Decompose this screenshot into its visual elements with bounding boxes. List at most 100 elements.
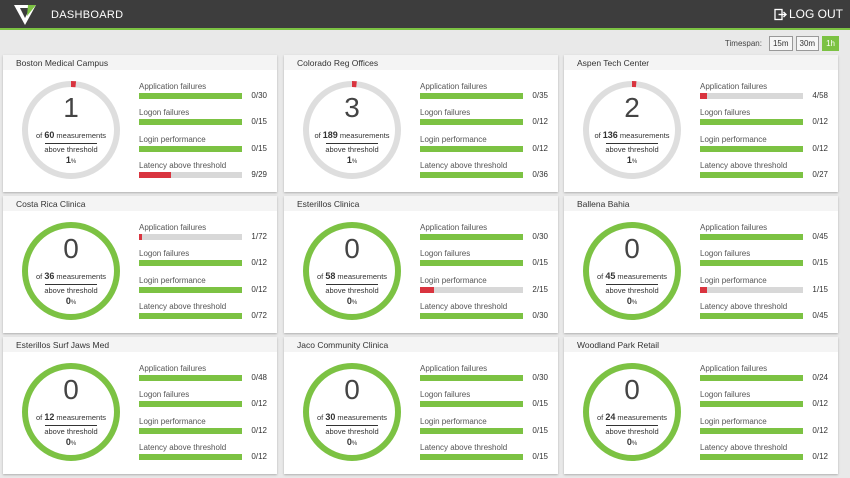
metric-label: Logon failures bbox=[420, 108, 471, 117]
measurements-count: 60 bbox=[44, 130, 55, 140]
metric-label: Logon failures bbox=[420, 249, 471, 258]
timespan-15m-button[interactable]: 15m bbox=[768, 36, 793, 51]
gauge-ring bbox=[303, 81, 401, 179]
site-name: Esterillos Surf Jaws Med bbox=[16, 340, 110, 350]
metric-bar-fill bbox=[139, 428, 242, 434]
metric-value: 0/15 bbox=[532, 399, 548, 408]
metric-bar-fill bbox=[420, 234, 523, 240]
metric-bar-fill bbox=[700, 119, 803, 125]
site-name: Woodland Park Retail bbox=[577, 340, 660, 350]
metric-bar bbox=[139, 119, 242, 125]
metric-value: 1/72 bbox=[251, 232, 267, 241]
metric-bar bbox=[420, 260, 523, 266]
metric-value: 0/15 bbox=[532, 426, 548, 435]
measurements-count: 58 bbox=[325, 271, 336, 281]
above-threshold-label: above threshold bbox=[44, 286, 98, 295]
percent-value: 0% bbox=[582, 296, 682, 306]
metric-bar-fill bbox=[139, 287, 242, 293]
percent-unit: % bbox=[631, 300, 638, 306]
metric-label: Latency above threshold bbox=[420, 161, 508, 170]
metric-bar-fill bbox=[139, 93, 242, 99]
site-card[interactable]: Aspen Tech Center 2 of 136 measurements … bbox=[564, 55, 838, 192]
alert-count: 0 bbox=[624, 374, 640, 405]
metric-value: 0/30 bbox=[532, 232, 548, 241]
percent-number: 0 bbox=[346, 296, 352, 306]
site-card[interactable]: Ballena Bahia 0 of 45 measurements above… bbox=[564, 196, 838, 333]
metric-bar bbox=[700, 234, 803, 240]
measurements-label: measurements bbox=[56, 413, 107, 422]
metric-bar bbox=[139, 401, 242, 407]
metric-bar bbox=[700, 428, 803, 434]
metric-bar bbox=[139, 260, 242, 266]
site-card[interactable]: Boston Medical Campus 1 of 60 measuremen… bbox=[3, 55, 277, 192]
site-card[interactable]: Costa Rica Clinica 0 of 36 measurements … bbox=[3, 196, 277, 333]
gauge-ring bbox=[22, 222, 120, 320]
measurements-label: measurements bbox=[56, 272, 107, 281]
measurements-count: 12 bbox=[44, 412, 55, 422]
metric-label: Logon failures bbox=[139, 249, 190, 258]
percent-number: 1 bbox=[346, 155, 352, 165]
gauge-ring bbox=[583, 81, 681, 179]
logout-button[interactable]: LOG OUT bbox=[774, 7, 843, 21]
metric-label: Login performance bbox=[420, 276, 487, 285]
metric-label: Latency above threshold bbox=[700, 443, 788, 452]
timespan-selector: Timespan: 15m 30m 1h bbox=[725, 36, 839, 51]
metric-bar-fill bbox=[139, 401, 242, 407]
metric-label: Latency above threshold bbox=[700, 161, 788, 170]
site-card[interactable]: Esterillos Clinica 0 of 58 measurements … bbox=[284, 196, 558, 333]
gauge-ring bbox=[583, 363, 681, 461]
metric-label: Application failures bbox=[420, 223, 488, 232]
gauge-divider bbox=[326, 143, 378, 144]
site-name: Boston Medical Campus bbox=[16, 58, 109, 68]
metric-bar bbox=[700, 260, 803, 266]
percent-number: 0 bbox=[626, 296, 632, 306]
metric-bar-fill bbox=[420, 172, 523, 178]
metric-bar bbox=[420, 119, 523, 125]
metric-bar-fill bbox=[420, 146, 523, 152]
timespan-30m-button[interactable]: 30m bbox=[795, 36, 820, 51]
alert-count: 3 bbox=[344, 92, 360, 123]
metric-bar bbox=[420, 313, 523, 319]
metric-label: Login performance bbox=[139, 276, 206, 285]
measurements-text: of 60 measurements bbox=[35, 130, 107, 140]
measurements-count: 136 bbox=[602, 130, 618, 140]
metric-bar bbox=[700, 287, 803, 293]
percent-unit: % bbox=[70, 300, 77, 306]
measurements-count: 45 bbox=[605, 271, 616, 281]
threshold-gauge: 2 of 136 measurements above threshold 1% bbox=[582, 80, 682, 180]
metric-bar-fill bbox=[139, 234, 142, 240]
metric-value: 0/12 bbox=[532, 144, 548, 153]
metric-value: 0/12 bbox=[251, 426, 267, 435]
logout-label: LOG OUT bbox=[788, 7, 843, 21]
site-card[interactable]: Jaco Community Clinica 0 of 30 measureme… bbox=[284, 337, 558, 474]
timespan-1h-button[interactable]: 1h bbox=[822, 36, 839, 51]
measurements-text: of 30 measurements bbox=[316, 412, 388, 422]
alert-count: 0 bbox=[624, 233, 640, 264]
page-title: DASHBOARD bbox=[51, 9, 124, 21]
metric-value: 0/30 bbox=[251, 91, 267, 100]
above-threshold-label: above threshold bbox=[325, 286, 379, 295]
metric-value: 0/12 bbox=[812, 426, 828, 435]
site-card[interactable]: Colorado Reg Offices 3 of 189 measuremen… bbox=[284, 55, 558, 192]
percent-value: 1% bbox=[582, 155, 682, 165]
metric-bar bbox=[139, 375, 242, 381]
metric-label: Application failures bbox=[420, 82, 488, 91]
measurements-label: measurements bbox=[619, 131, 670, 140]
metric-label: Latency above threshold bbox=[139, 161, 227, 170]
metric-label: Latency above threshold bbox=[420, 443, 508, 452]
measurements-label: measurements bbox=[337, 413, 388, 422]
measurements-label: measurements bbox=[617, 413, 668, 422]
metric-value: 0/45 bbox=[812, 311, 828, 320]
site-name: Costa Rica Clinica bbox=[16, 199, 86, 209]
site-name: Colorado Reg Offices bbox=[297, 58, 379, 68]
measurements-text: of 136 measurements bbox=[594, 130, 670, 140]
metric-label: Login performance bbox=[420, 417, 487, 426]
metric-bar bbox=[139, 454, 242, 460]
percent-unit: % bbox=[631, 441, 638, 447]
metric-bar bbox=[420, 93, 523, 99]
alert-count: 0 bbox=[344, 374, 360, 405]
site-card[interactable]: Woodland Park Retail 0 of 24 measurement… bbox=[564, 337, 838, 474]
threshold-gauge: 0 of 30 measurements above threshold 0% bbox=[302, 362, 402, 462]
metric-value: 0/27 bbox=[812, 170, 828, 179]
site-card[interactable]: Esterillos Surf Jaws Med 0 of 12 measure… bbox=[3, 337, 277, 474]
